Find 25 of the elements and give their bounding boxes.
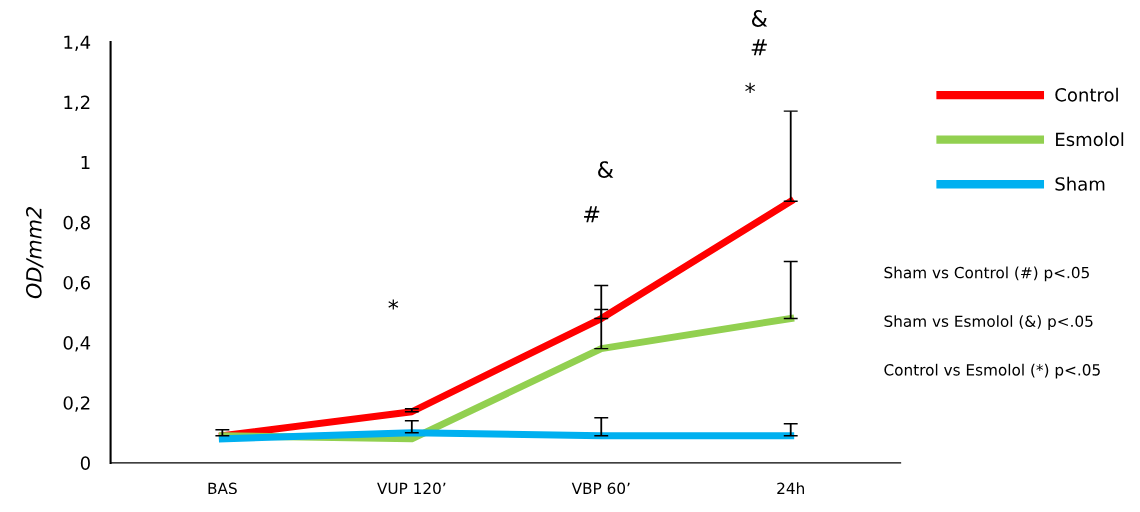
text: Esmolol <box>1056 132 1124 147</box>
text: Sham <box>1055 176 1105 191</box>
y-tick-label: 0,4 <box>63 336 91 352</box>
annotation: * <box>745 82 756 93</box>
x-tick-label: VUP 120’ <box>377 482 446 495</box>
y-tick-label: 0,6 <box>63 275 90 292</box>
annotation: # <box>584 206 600 223</box>
annotation: Control vs Esmolol (*) p<.05 <box>884 363 1100 379</box>
y-tick-label: 1,2 <box>64 95 90 112</box>
y-tick-label: 0,8 <box>63 215 90 232</box>
y-tick-label: 0,2 <box>63 396 90 412</box>
text: Control <box>1055 87 1118 102</box>
y-axis-title: OD/mm2 <box>25 207 44 299</box>
x-tick-label: BAS <box>208 482 237 495</box>
annotation: & <box>598 161 614 178</box>
annotation: Sham vs Esmolol (&) p<.05 <box>884 315 1093 330</box>
annotation: # <box>751 39 767 56</box>
annotation: Sham vs Control (#) p<.05 <box>884 266 1089 282</box>
annotation: * <box>388 299 399 310</box>
x-tick-label: 24h <box>777 482 804 494</box>
y-tick-label: 1,4 <box>64 35 91 51</box>
text: & <box>751 10 768 27</box>
x-tick-label: VBP 60’ <box>571 482 630 495</box>
y-tick-label: 1 <box>81 155 90 170</box>
y-tick-label: 0 <box>80 456 90 470</box>
